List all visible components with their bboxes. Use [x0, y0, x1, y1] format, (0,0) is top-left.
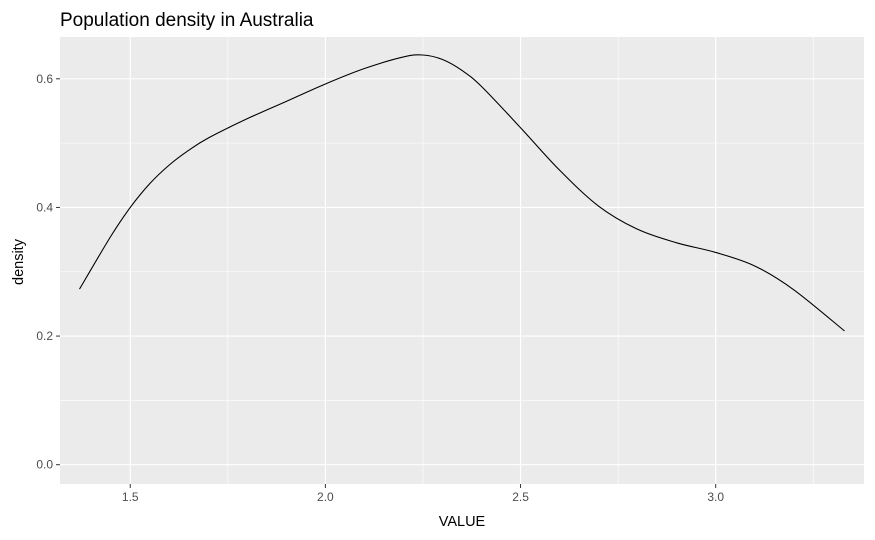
minor-gridlines — [60, 37, 864, 484]
series-layer — [79, 54, 845, 332]
x-tick-label: 1.5 — [122, 490, 139, 504]
plot-panel — [60, 37, 864, 484]
y-tick-label: 0.2 — [36, 329, 53, 343]
y-axis: 0.0 0.2 0.4 0.6 — [36, 72, 60, 472]
major-gridlines — [60, 37, 864, 484]
density-line — [79, 54, 845, 332]
y-axis-title: density — [11, 238, 27, 285]
y-tick-label: 0.6 — [36, 72, 53, 86]
y-tick-label: 0.0 — [36, 458, 53, 472]
x-tick-label: 3.0 — [707, 490, 724, 504]
x-tick-label: 2.5 — [512, 490, 529, 504]
x-tick-label: 2.0 — [317, 490, 334, 504]
x-axis-title: VALUE — [439, 514, 486, 530]
x-axis: 1.5 2.0 2.5 3.0 — [122, 484, 724, 504]
y-tick-label: 0.4 — [36, 200, 53, 214]
chart-title: Population density in Australia — [60, 10, 314, 31]
